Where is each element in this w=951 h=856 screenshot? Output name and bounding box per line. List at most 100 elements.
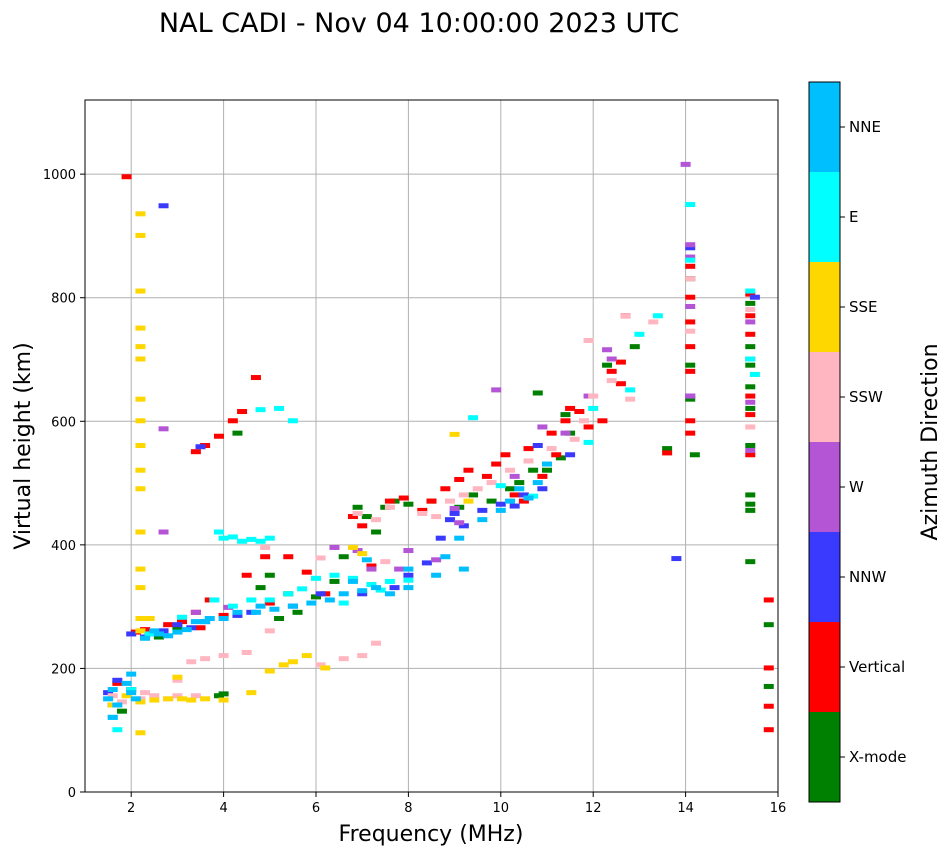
echo-point-x-mode — [763, 683, 774, 689]
echo-point-ssw — [371, 517, 382, 523]
echo-point-ssw — [315, 555, 326, 561]
echo-point-nnw — [158, 628, 169, 634]
echo-point-w — [745, 399, 756, 405]
echo-point-w — [685, 254, 696, 260]
colorbar-segment — [809, 262, 840, 352]
echo-point-sse — [301, 653, 312, 659]
colorbar-frame — [808, 81, 841, 803]
echo-point-nne — [532, 480, 543, 486]
echo-point-x-mode — [602, 362, 613, 368]
echo-point-nnw — [389, 585, 400, 591]
echo-point-nne — [324, 597, 335, 603]
echo-point-ssw — [190, 693, 201, 699]
echo-point-vertical — [565, 405, 576, 411]
echo-point-e — [264, 535, 275, 541]
echo-point-ssw — [371, 640, 382, 646]
echo-point-w — [158, 426, 169, 432]
echo-point-ssw — [625, 396, 636, 402]
echo-point-ssw — [172, 677, 183, 683]
echo-point-nne — [181, 627, 192, 633]
echo-point-nnw — [172, 622, 183, 628]
echo-point-nne — [130, 696, 141, 702]
echo-point-vertical — [500, 452, 511, 458]
echo-point-vertical — [227, 418, 238, 424]
echo-point-e — [749, 371, 760, 377]
echo-point-e — [246, 536, 257, 542]
echo-point-vertical — [398, 495, 409, 501]
echo-point-x-mode — [689, 452, 700, 458]
echo-point-vertical — [523, 446, 534, 452]
echo-point-x-mode — [514, 480, 525, 486]
echo-point-vertical — [454, 476, 465, 482]
echo-point-vertical — [463, 467, 474, 473]
colorbar-label: NNE — [849, 118, 881, 136]
echo-point-nnw — [315, 591, 326, 597]
echo-point-ssw — [578, 418, 589, 424]
echo-point-vertical — [301, 569, 312, 575]
colorbar-segment — [809, 712, 840, 802]
y-axis-title: Virtual height (km) — [11, 342, 36, 549]
echo-point-vertical — [615, 359, 626, 365]
echo-point-e — [144, 631, 155, 637]
echo-point-e — [634, 331, 645, 337]
echo-point-ssw — [745, 424, 756, 430]
echo-point-w — [454, 520, 465, 526]
echo-point-e — [218, 535, 229, 541]
echo-point-ssw — [357, 653, 368, 659]
echo-point-vertical — [195, 625, 206, 631]
x-tick-label: 4 — [219, 801, 227, 816]
echo-point-sse — [246, 690, 257, 696]
echo-point-e — [274, 405, 285, 411]
echo-point-x-mode — [745, 501, 756, 507]
echo-point-sse — [200, 696, 211, 702]
echo-point-vertical — [260, 554, 271, 560]
colorbar-segment — [809, 622, 840, 712]
echo-point-x-mode — [153, 634, 164, 640]
echo-point-e — [745, 288, 756, 294]
echo-point-x-mode — [532, 390, 543, 396]
echo-point-ssw — [116, 699, 127, 705]
echo-point-vertical — [615, 381, 626, 387]
x-axis-ticks: 2 4 6 8 10 12 14 16 — [127, 792, 786, 816]
echo-point-vertical — [597, 418, 608, 424]
echo-point-w — [329, 544, 340, 550]
echo-point-vertical — [662, 450, 673, 456]
y-tick-label: 200 — [51, 662, 76, 677]
echo-point-w — [394, 566, 405, 572]
echo-point-nne — [126, 690, 137, 696]
echo-point-sse — [135, 628, 146, 634]
echo-point-sse — [135, 699, 146, 705]
echo-point-ssw — [606, 378, 617, 384]
echo-point-x-mode — [352, 504, 363, 510]
echo-point-vertical — [745, 331, 756, 337]
echo-point-nnw — [403, 572, 414, 578]
echo-point-sse — [135, 730, 146, 736]
echo-point-e — [237, 538, 248, 544]
echo-point-sse — [218, 697, 229, 703]
echo-point-nnw — [444, 517, 455, 523]
echo-point-nne — [542, 461, 552, 467]
colorbar-label: W — [849, 478, 864, 496]
x-tick-label: 12 — [585, 801, 602, 816]
echo-point-nnw — [126, 631, 137, 637]
echo-point-sse — [135, 356, 146, 362]
x-tick-label: 2 — [127, 801, 135, 816]
echo-point-nne — [431, 572, 442, 578]
echo-point-nne — [514, 486, 525, 492]
echo-point-ssw — [685, 328, 696, 334]
y-tick-label: 1000 — [43, 168, 76, 183]
echo-point-ssw — [149, 693, 160, 699]
echo-point-sse — [135, 486, 146, 492]
echo-point-ssw — [431, 514, 442, 520]
echo-point-vertical — [574, 409, 585, 415]
echo-point-e — [652, 313, 663, 319]
echo-point-e — [625, 387, 636, 393]
echo-point-w — [190, 609, 201, 615]
echo-point-vertical — [560, 418, 571, 424]
echo-point-nne — [361, 557, 372, 563]
echo-point-x-mode — [629, 344, 640, 350]
echo-point-sse — [135, 418, 146, 424]
x-axis-title: Frequency (MHz) — [339, 822, 524, 847]
echo-point-nne — [338, 591, 349, 597]
echo-point-w — [602, 347, 613, 353]
